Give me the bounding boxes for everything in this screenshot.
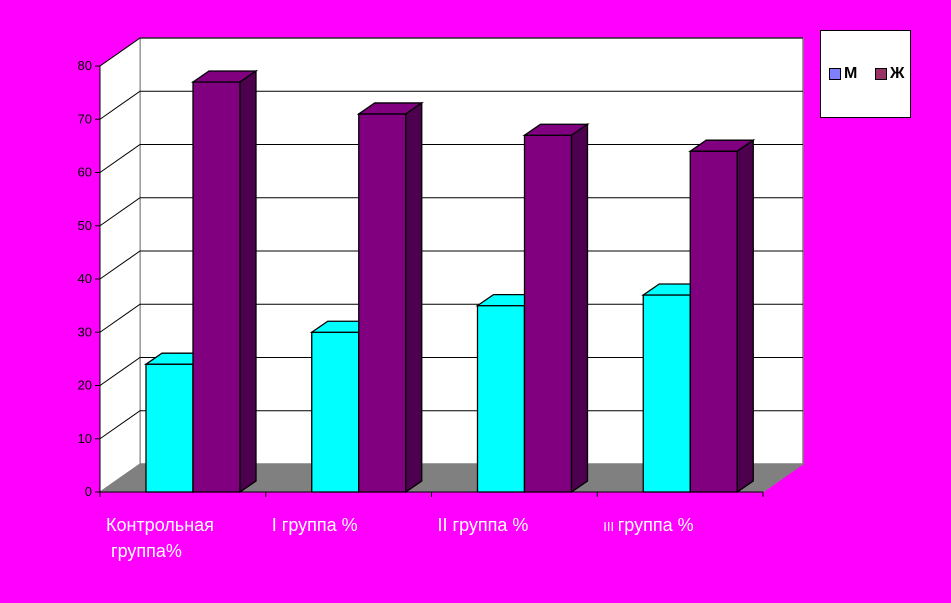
legend: М Ж bbox=[820, 30, 911, 118]
y-tick-label: 70 bbox=[78, 111, 92, 126]
y-tick-label: 50 bbox=[78, 218, 92, 233]
legend-swatch-m bbox=[829, 68, 841, 80]
legend-swatch-zh bbox=[875, 68, 887, 80]
y-tick-label: 10 bbox=[78, 431, 92, 446]
bar-side bbox=[239, 69, 257, 494]
bar bbox=[311, 331, 360, 493]
x-category-label: I группа % bbox=[272, 515, 358, 535]
bar bbox=[192, 81, 241, 493]
y-tick-label: 80 bbox=[78, 58, 92, 73]
bar bbox=[642, 294, 691, 493]
legend-label-m: М bbox=[844, 65, 858, 82]
gridline bbox=[99, 37, 803, 67]
bar bbox=[523, 134, 573, 493]
legend-label-zh: Ж bbox=[890, 65, 905, 82]
y-tick-label: 60 bbox=[78, 165, 92, 180]
bar-side bbox=[405, 101, 423, 494]
y-tick-label: 0 bbox=[85, 484, 92, 499]
x-category-label: Контрольная группа% bbox=[106, 515, 214, 561]
bar bbox=[145, 363, 194, 493]
bar bbox=[476, 304, 526, 493]
x-category-label: II группа % bbox=[438, 515, 529, 535]
y-tick-label: 20 bbox=[78, 378, 92, 393]
y-tick-label: 40 bbox=[78, 271, 92, 286]
bar-side bbox=[736, 138, 754, 494]
legend-item-zh: Ж bbox=[875, 65, 904, 83]
gridline bbox=[99, 90, 803, 120]
legend-item-m: М bbox=[829, 65, 857, 83]
bar bbox=[358, 113, 407, 493]
x-category-label: III группа % bbox=[603, 515, 693, 535]
y-tick-label: 30 bbox=[78, 324, 92, 339]
bar-side bbox=[570, 122, 589, 494]
bar bbox=[689, 150, 738, 493]
